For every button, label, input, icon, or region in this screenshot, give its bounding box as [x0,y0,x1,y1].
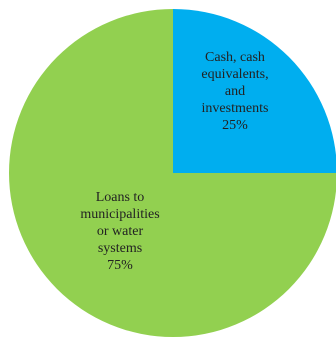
slice-category-label: municipalities [80,207,159,222]
slice-category-label: or water [97,224,144,239]
pie-slice-label-1: Loans to municipalities or water systems 75% [80,190,159,273]
pie-slice-1 [9,9,336,337]
slice-category-label: Cash, cash [205,50,265,65]
slice-category-label: systems [98,241,142,256]
slice-category-label: investments [202,101,269,116]
slice-category-label: equivalents, [201,67,268,82]
slice-category-label: and [225,84,245,99]
pie-slices [9,9,336,337]
pie-slice-0 [173,9,336,173]
pie-labels: Cash, cash equivalents, and investments 25% L… [80,50,268,273]
slice-category-label: Loans to [96,190,145,205]
slice-value-label: 75% [107,258,133,273]
slice-value-label: 25% [222,118,248,133]
pie-slice-label-0: Cash, cash equivalents, and investments 25% [201,50,268,133]
